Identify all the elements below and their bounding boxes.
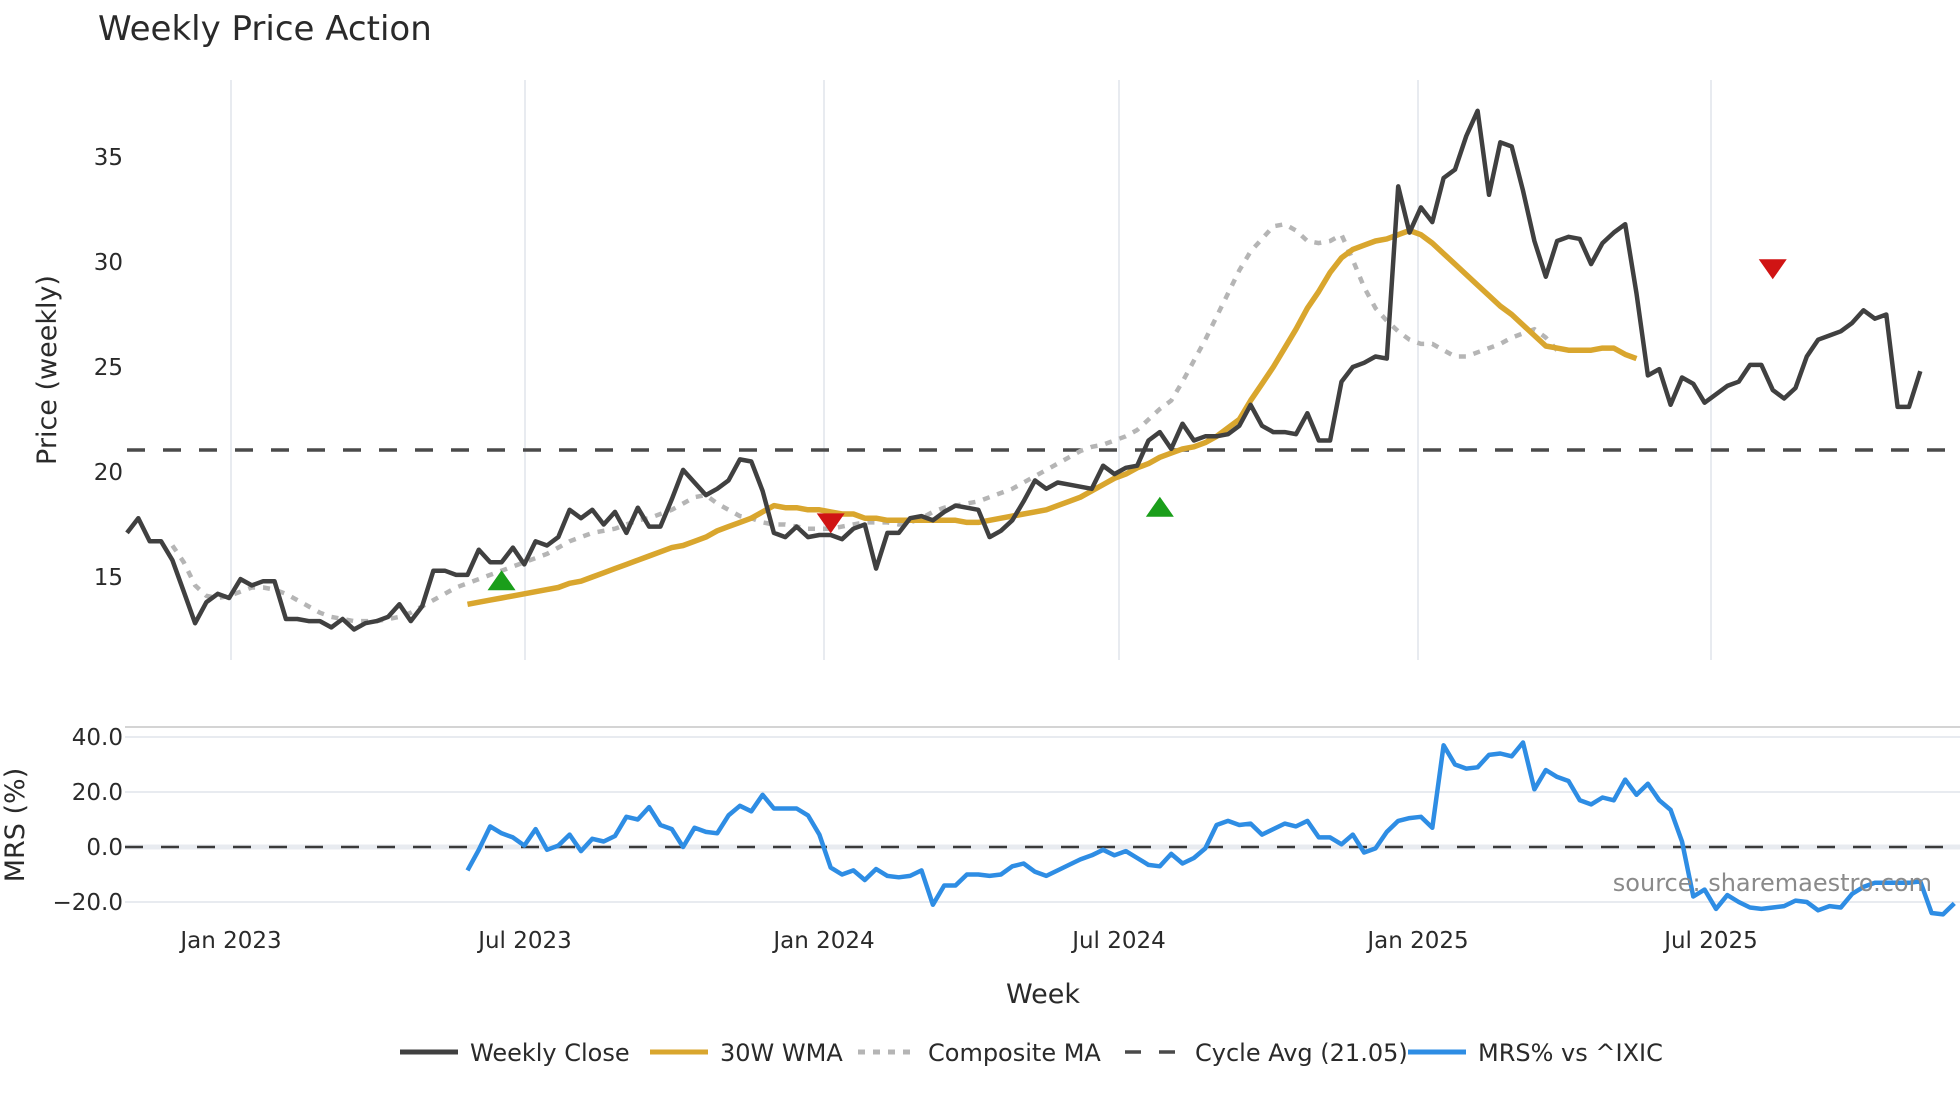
legend-item-label: 30W WMA bbox=[720, 1039, 843, 1067]
price-x-gridlines bbox=[230, 80, 1712, 660]
mrs-y-tick: 0.0 bbox=[86, 835, 123, 861]
price-y-tick: 20 bbox=[94, 460, 123, 486]
buy-signal-up-triangle-icon bbox=[487, 570, 516, 591]
price-y-tick: 25 bbox=[94, 355, 123, 381]
sell-signal-down-triangle-icon bbox=[816, 513, 845, 534]
mrs-y-axis-title: MRS (%) bbox=[0, 768, 31, 883]
x-axis: Jan 2023 Jul 2023 Jan 2024 Jul 2024 Jan 2025… bbox=[178, 928, 1757, 954]
x-tick-label: Jul 2023 bbox=[476, 928, 572, 954]
legend-item-label: Cycle Avg (21.05) bbox=[1195, 1039, 1408, 1067]
price-y-tick: 15 bbox=[94, 565, 123, 591]
sell-signal-down-triangle-icon bbox=[1758, 259, 1787, 280]
chart-title: Weekly Price Action bbox=[98, 9, 432, 49]
weekly-close-line bbox=[125, 108, 1923, 632]
mrs-panel: −20.0 0.0 20.0 40.0 MRS (%) source: sharema… bbox=[0, 725, 1960, 917]
buy-signal-up-triangle-icon bbox=[1145, 496, 1174, 517]
price-y-tick: 30 bbox=[94, 250, 123, 276]
x-tick-label: Jul 2025 bbox=[1662, 928, 1758, 954]
signal-markers bbox=[487, 259, 1787, 591]
mrs-y-tick: 20.0 bbox=[72, 780, 123, 806]
mrs-y-axis: −20.0 0.0 20.0 40.0 bbox=[53, 725, 123, 916]
source-watermark: source: sharemaestro.com bbox=[1613, 869, 1932, 897]
composite-ma-line bbox=[170, 221, 1559, 624]
price-y-tick: 35 bbox=[94, 145, 123, 171]
x-tick-label: Jul 2024 bbox=[1070, 928, 1166, 954]
price-y-axis-title: Price (weekly) bbox=[32, 275, 63, 465]
wma-30w-line bbox=[466, 227, 1638, 608]
mrs-y-tick: 40.0 bbox=[72, 725, 123, 751]
mrs-y-tick: −20.0 bbox=[53, 890, 123, 916]
legend-item-label: Weekly Close bbox=[470, 1039, 630, 1067]
legend: Weekly Close 30W WMA Composite MA Cycle Avg… bbox=[400, 1039, 1663, 1067]
legend-item-label: Composite MA bbox=[928, 1039, 1101, 1067]
x-axis-title: Week bbox=[1006, 979, 1080, 1010]
price-panel: 15 20 25 30 35 Price (weekly) bbox=[32, 80, 1950, 660]
legend-item-label: MRS% vs ^IXIC bbox=[1478, 1039, 1663, 1067]
mrs-line bbox=[465, 740, 1956, 917]
price-y-axis: 15 20 25 30 35 bbox=[94, 145, 123, 591]
x-tick-label: Jan 2025 bbox=[1365, 928, 1468, 954]
x-tick-label: Jan 2023 bbox=[178, 928, 281, 954]
x-tick-label: Jan 2024 bbox=[771, 928, 874, 954]
